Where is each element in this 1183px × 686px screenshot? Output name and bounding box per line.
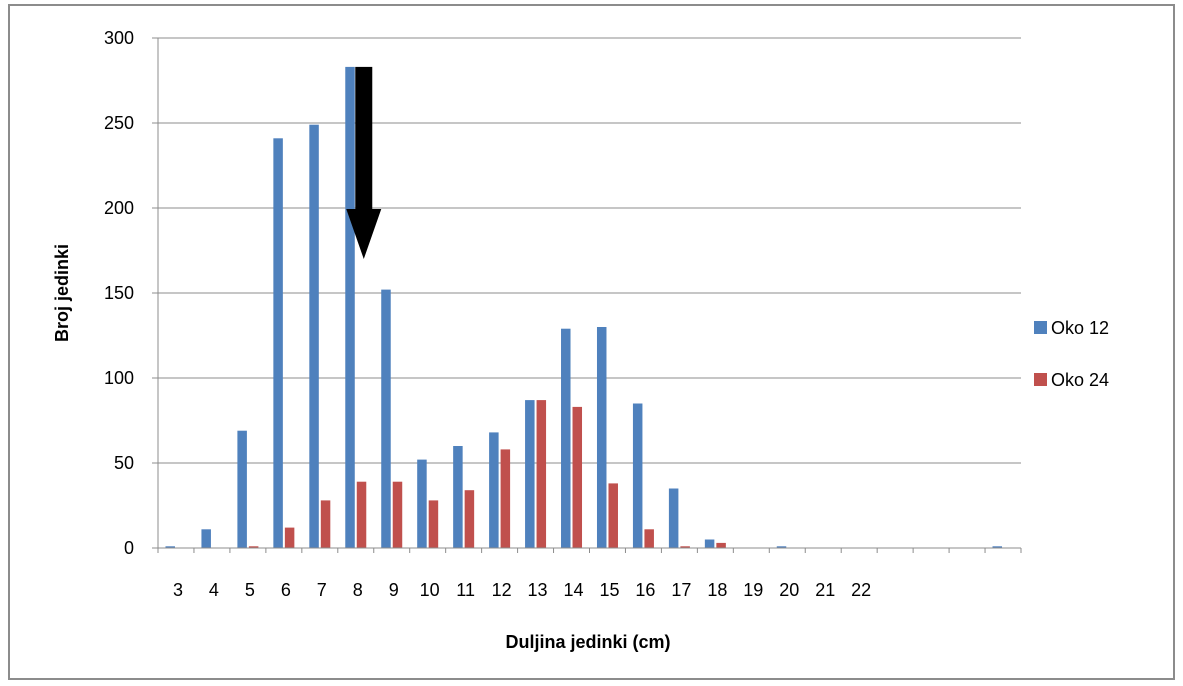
x-tick-label: 19 xyxy=(743,580,763,600)
x-tick-labels: 3 4 5 6 7 8 9 10 11 12 13 14 15 16 17 18 19 20 21 22 xyxy=(173,580,871,600)
y-tick-label: 300 xyxy=(104,28,134,48)
bar-oko-12 xyxy=(453,446,463,548)
x-tick-label: 12 xyxy=(492,580,512,600)
bar-oko-12 xyxy=(165,546,175,548)
bar-oko-12 xyxy=(596,327,607,548)
bar-oko-12 xyxy=(992,546,1003,548)
annotation-arrow xyxy=(346,66,382,259)
legend-label: Oko 24 xyxy=(1051,370,1109,390)
bar-oko-12 xyxy=(417,459,427,548)
bar-oko-12 xyxy=(776,546,787,548)
bar-oko-24 xyxy=(464,490,475,548)
x-tick-label: 4 xyxy=(209,580,219,600)
gridlines xyxy=(152,37,1021,549)
x-tick-label: 20 xyxy=(779,580,799,600)
x-tick-label: 16 xyxy=(635,580,655,600)
y-tick-label: 0 xyxy=(124,538,134,558)
bar-oko-12 xyxy=(345,66,355,549)
bar-oko-12 xyxy=(704,539,715,548)
arrow-head xyxy=(346,209,382,259)
axes xyxy=(157,38,1022,553)
bar-oko-24 xyxy=(680,546,690,548)
y-tick-label: 250 xyxy=(104,113,134,133)
bar-oko-12 xyxy=(309,124,319,548)
bar-oko-24 xyxy=(536,400,547,548)
legend-swatch xyxy=(1034,373,1047,386)
bar-oko-12 xyxy=(525,400,535,548)
bar-oko-24 xyxy=(644,529,654,548)
x-tick-label: 13 xyxy=(528,580,548,600)
y-tick-labels: 0 50 100 150 200 250 300 xyxy=(104,28,134,558)
bar-oko-24 xyxy=(356,481,367,548)
chart-frame: 0 50 100 150 200 250 300 3 4 5 6 7 8 9 10 11 12 13 14 15 16… xyxy=(8,4,1175,680)
x-tick-label: 3 xyxy=(173,580,183,600)
bar-oko-12 xyxy=(237,430,247,548)
x-tick-label: 18 xyxy=(707,580,727,600)
y-tick-label: 50 xyxy=(114,453,134,473)
bar-oko-24 xyxy=(392,481,403,548)
legend: Oko 12 Oko 24 xyxy=(1034,318,1109,390)
x-tick-label: 22 xyxy=(851,580,871,600)
x-tick-label: 10 xyxy=(420,580,440,600)
bar-oko-24 xyxy=(572,406,583,548)
bar-oko-24 xyxy=(428,500,439,548)
x-tick-label: 17 xyxy=(671,580,691,600)
x-tick-label: 6 xyxy=(281,580,291,600)
x-axis-title: Duljina jedinki (cm) xyxy=(505,632,670,652)
x-tick-label: 11 xyxy=(456,580,475,600)
bar-oko-24 xyxy=(608,483,618,548)
x-tick-label: 9 xyxy=(389,580,399,600)
bar-oko-24 xyxy=(320,500,331,548)
bar-oko-12 xyxy=(632,403,643,548)
x-tick-label: 5 xyxy=(245,580,255,600)
bar-chart: 0 50 100 150 200 250 300 3 4 5 6 7 8 9 10 11 12 13 14 15 16… xyxy=(52,28,1109,652)
bar-oko-24 xyxy=(716,542,726,548)
bar-oko-12 xyxy=(668,488,679,548)
arrow-shaft xyxy=(355,66,373,210)
x-tick-label: 7 xyxy=(317,580,327,600)
y-tick-label: 200 xyxy=(104,198,134,218)
bar-oko-12 xyxy=(561,328,571,548)
bar-oko-24 xyxy=(500,449,511,548)
legend-swatch xyxy=(1034,321,1047,334)
bar-oko-12 xyxy=(489,432,499,548)
x-tick-label: 21 xyxy=(815,580,835,600)
bar-oko-24 xyxy=(284,527,295,548)
bar-oko-12 xyxy=(201,529,211,548)
bars xyxy=(165,66,1003,549)
y-tick-label: 150 xyxy=(104,283,134,303)
x-tick-label: 15 xyxy=(599,580,619,600)
bar-oko-24 xyxy=(248,546,259,548)
bar-oko-12 xyxy=(273,138,283,549)
x-tick-label: 14 xyxy=(564,580,584,600)
bar-oko-12 xyxy=(381,289,391,548)
x-tick-label: 8 xyxy=(353,580,363,600)
y-axis-title: Broj jedinki xyxy=(52,244,72,342)
y-tick-label: 100 xyxy=(104,368,134,388)
legend-label: Oko 12 xyxy=(1051,318,1109,338)
